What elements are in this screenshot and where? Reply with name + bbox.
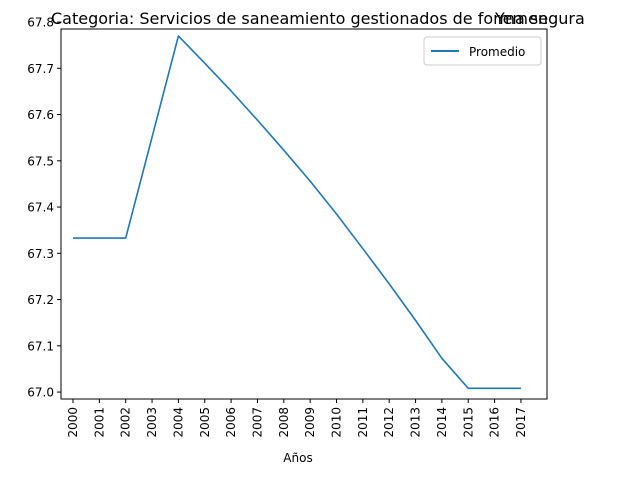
x-tick-label: 2002 xyxy=(119,407,133,438)
y-tick-label: 67.8 xyxy=(27,16,54,30)
x-axis: 2000 2001 2002 2003 2004 2005 2006 2007 2008 2009… xyxy=(66,399,528,438)
x-tick-label: 2000 xyxy=(66,407,80,438)
x-tick-label: 2003 xyxy=(145,407,159,438)
y-tick-label: 67.6 xyxy=(27,108,54,122)
y-tick-label: 67.4 xyxy=(27,201,54,215)
x-tick-label: 2005 xyxy=(198,407,212,438)
x-tick-label: 2006 xyxy=(224,407,238,438)
y-tick-label: 67.0 xyxy=(27,386,54,400)
x-tick-label: 2015 xyxy=(461,407,475,438)
x-tick-label: 2010 xyxy=(330,407,344,438)
x-tick-label: 2014 xyxy=(435,407,449,438)
y-tick-label: 67.3 xyxy=(27,247,54,261)
legend-label-promedio: Promedio xyxy=(469,45,525,59)
legend-box xyxy=(423,36,542,66)
x-tick-label: 2009 xyxy=(303,407,317,438)
y-axis: 67.0 67.1 67.2 67.3 67.4 67.5 67.6 67.7 67.8 xyxy=(27,16,61,400)
x-tick-label: 2013 xyxy=(409,407,423,438)
y-tick-label: 67.5 xyxy=(27,154,54,168)
chart-title: Categoria: Servicios de saneamiento gest… xyxy=(51,9,585,28)
x-tick-label: 2004 xyxy=(171,407,185,438)
chart-title-country: Yemen xyxy=(494,9,548,28)
x-tick-label: 2012 xyxy=(382,407,396,438)
x-tick-label: 2011 xyxy=(356,407,370,438)
legend: Promedio xyxy=(423,36,542,66)
series-layer xyxy=(73,35,521,390)
y-tick-label: 67.1 xyxy=(27,339,54,353)
y-tick-label: 67.2 xyxy=(27,293,54,307)
series-line-promedio xyxy=(73,35,521,390)
x-tick-label: 2007 xyxy=(250,407,264,438)
plot-area-frame xyxy=(60,28,548,400)
x-axis-label: Años xyxy=(283,451,312,465)
x-tick-label: 2001 xyxy=(92,407,106,438)
y-tick-label: 67.7 xyxy=(27,62,54,76)
x-tick-label: 2016 xyxy=(488,407,502,438)
x-tick-label: 2017 xyxy=(514,407,528,438)
x-tick-label: 2008 xyxy=(277,407,291,438)
